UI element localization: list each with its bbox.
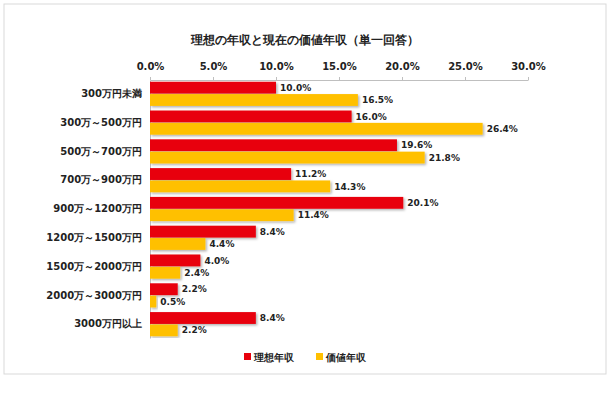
legend-swatch	[244, 353, 251, 360]
data-label: 10.0%	[280, 83, 311, 93]
data-label: 21.8%	[429, 153, 460, 163]
x-tick: 0.0%	[137, 61, 165, 80]
data-label: 2.2%	[182, 325, 207, 335]
x-tick-mark	[276, 77, 277, 80]
data-label: 4.0%	[204, 256, 229, 266]
y-tick: 300万～500万円	[60, 117, 142, 128]
legend-label: 理想年収	[253, 352, 295, 363]
x-tick-label: 15.0%	[322, 61, 357, 72]
x-tick-label: 5.0%	[200, 61, 228, 72]
x-tick-mark	[402, 77, 403, 80]
bar	[150, 123, 483, 135]
y-tick-label: 700万～900万円	[60, 174, 142, 185]
bar	[150, 82, 276, 94]
x-axis-line	[151, 80, 529, 81]
bar	[150, 312, 256, 324]
chart-frame	[4, 4, 606, 374]
y-tick: 700万～900万円	[60, 174, 142, 185]
legend-swatch	[316, 353, 323, 360]
bar	[150, 254, 200, 266]
x-tick-mark	[213, 77, 214, 80]
data-label: 11.4%	[298, 210, 329, 220]
bar	[150, 180, 330, 192]
y-tick: 1500万～2000万円	[46, 261, 142, 272]
x-tick-mark	[528, 77, 529, 80]
bar	[150, 152, 425, 164]
data-label: 2.2%	[182, 284, 207, 294]
y-tick-label: 1500万～2000万円	[46, 261, 142, 272]
legend-label: 価値年収	[325, 352, 367, 363]
y-tick: 500万～700万円	[60, 146, 142, 157]
x-tick-label: 25.0%	[448, 61, 483, 72]
bar	[150, 267, 180, 279]
legend-item: 理想年収	[244, 352, 295, 363]
bar	[150, 197, 403, 209]
data-label: 4.4%	[209, 239, 234, 249]
data-label: 2.4%	[184, 268, 209, 278]
data-label: 16.5%	[362, 95, 393, 105]
y-tick: 300万円未満	[81, 88, 142, 99]
y-tick-label: 300万円未満	[81, 88, 142, 99]
x-tick-label: 20.0%	[385, 61, 420, 72]
chart-container: 理想の年収と現在の価値年収（単一回答） 0.0% 5.0% 10.0% 15.0% 20.…	[0, 0, 610, 400]
y-tick-label: 2000万～3000万円	[46, 290, 142, 301]
x-tick-label: 0.0%	[137, 61, 165, 72]
y-tick: 3000万円以上	[74, 318, 142, 329]
bar	[150, 296, 156, 308]
legend-item: 価値年収	[316, 352, 367, 363]
x-tick: 25.0%	[448, 61, 483, 80]
x-tick: 15.0%	[322, 61, 357, 80]
y-tick: 900万～1200万円	[53, 203, 142, 214]
x-axis: 0.0% 5.0% 10.0% 15.0% 20.0% 25.0% 30.0%	[137, 61, 546, 81]
bar	[150, 283, 178, 295]
y-tick-label: 500万～700万円	[60, 146, 142, 157]
data-label: 14.3%	[334, 182, 365, 192]
x-tick: 10.0%	[259, 61, 294, 80]
x-tick: 30.0%	[511, 61, 546, 80]
data-label: 8.4%	[260, 313, 285, 323]
chart-title: 理想の年収と現在の価値年収（単一回答）	[190, 33, 419, 47]
y-axis: 300万円未満 300万～500万円 500万～700万円 700万～900万円 900…	[46, 81, 150, 339]
data-label: 26.4%	[487, 124, 518, 134]
x-tick: 20.0%	[385, 61, 420, 80]
bar	[150, 111, 352, 123]
bars	[150, 82, 483, 337]
bar	[150, 324, 178, 336]
y-tick-label: 3000万円以上	[74, 318, 142, 329]
x-tick-label: 30.0%	[511, 61, 546, 72]
bar	[150, 226, 256, 238]
data-label: 16.0%	[356, 112, 387, 122]
bar	[150, 139, 397, 151]
data-label: 0.5%	[160, 297, 185, 307]
legend: 理想年収 価値年収	[244, 352, 367, 363]
y-tick-label: 1200万～1500万円	[46, 232, 142, 243]
data-label: 8.4%	[260, 227, 285, 237]
x-tick-mark	[339, 77, 340, 80]
x-tick-mark	[150, 77, 151, 80]
y-tick-label: 900万～1200万円	[53, 203, 142, 214]
bar	[150, 94, 358, 106]
y-tick-label: 300万～500万円	[60, 117, 142, 128]
data-label: 20.1%	[407, 198, 438, 208]
data-label: 11.2%	[295, 169, 326, 179]
y-tick: 2000万～3000万円	[46, 290, 142, 301]
x-tick-label: 10.0%	[259, 61, 294, 72]
data-label: 19.6%	[401, 140, 432, 150]
bar	[150, 238, 205, 250]
x-tick-mark	[465, 77, 466, 80]
x-tick: 5.0%	[200, 61, 228, 80]
bar	[150, 168, 291, 180]
bar	[150, 209, 294, 221]
data-labels: 10.0% 16.0% 19.6% 11.2% 20.1% 8.4% 4.0% 2.2% 8.4…	[160, 83, 518, 336]
chart-svg: 理想の年収と現在の価値年収（単一回答） 0.0% 5.0% 10.0% 15.0% 20.…	[0, 0, 610, 400]
y-tick: 1200万～1500万円	[46, 232, 142, 243]
